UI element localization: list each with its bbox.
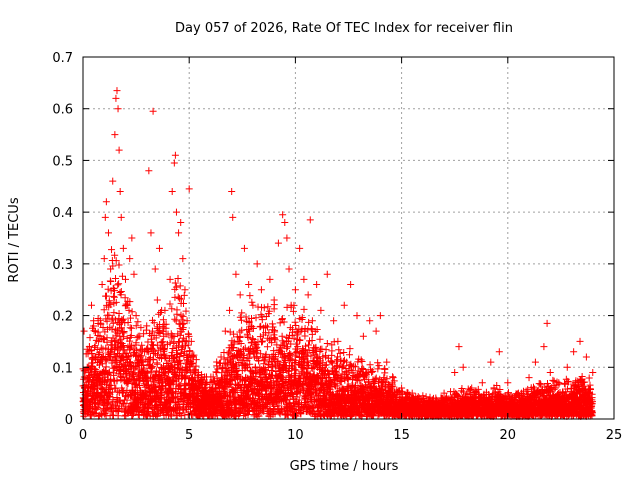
roti-point (322, 346, 330, 354)
roti-point (305, 318, 313, 326)
roti-point (94, 328, 102, 336)
roti-point (97, 319, 105, 327)
roti-point (110, 292, 118, 300)
roti-point (108, 314, 116, 322)
roti-point (328, 347, 336, 355)
roti-point (123, 396, 131, 404)
roti-point (327, 358, 335, 366)
roti-point (96, 397, 104, 405)
roti-point (103, 317, 111, 325)
roti-point (123, 387, 131, 395)
roti-point (246, 292, 254, 300)
roti-point (346, 361, 354, 369)
roti-point (114, 281, 122, 289)
roti-point (301, 332, 309, 340)
roti-point (113, 377, 121, 385)
roti-point (103, 292, 111, 300)
roti-point (381, 365, 389, 373)
roti-point (105, 297, 113, 305)
roti-point (107, 375, 115, 383)
roti-point (86, 334, 94, 342)
roti-point (110, 309, 118, 317)
roti-point (174, 338, 182, 346)
roti-point (112, 298, 120, 306)
roti-point (115, 364, 123, 372)
roti-point (118, 272, 126, 280)
data-points (79, 87, 597, 420)
roti-point (91, 342, 99, 350)
roti-point (107, 381, 115, 389)
roti-point (117, 324, 125, 332)
roti-point (120, 328, 128, 336)
roti-point (109, 411, 117, 419)
roti-point (113, 394, 121, 402)
roti-point (108, 246, 116, 254)
roti-point (107, 278, 115, 286)
roti-point (96, 361, 104, 369)
roti-point (90, 385, 98, 393)
roti-point (99, 360, 107, 368)
roti-point (98, 411, 106, 419)
roti-point (124, 319, 132, 327)
roti-point (100, 306, 108, 314)
roti-point (115, 261, 123, 269)
roti-point (102, 356, 110, 364)
roti-point (105, 311, 113, 319)
roti-point (108, 388, 116, 396)
roti-point (94, 403, 102, 411)
roti-point (111, 287, 119, 295)
chart-title: Day 057 of 2026, Rate Of TEC Index for r… (175, 21, 513, 36)
roti-point (108, 407, 116, 415)
roti-point (119, 315, 127, 323)
roti-point (112, 354, 120, 362)
roti-point (323, 340, 331, 348)
roti-point (242, 313, 250, 321)
roti-point (168, 305, 176, 313)
roti-point (90, 327, 98, 335)
roti-point (346, 345, 354, 353)
roti-point (112, 257, 120, 265)
roti-point (112, 274, 120, 282)
roti-point (107, 301, 115, 309)
roti-point (248, 298, 256, 306)
roti-point (96, 349, 104, 357)
roti-point (126, 333, 134, 341)
roti-point (120, 342, 128, 350)
roti-point (116, 332, 124, 340)
roti-point (119, 399, 127, 407)
roti-point (99, 323, 107, 331)
roti-point (108, 325, 116, 333)
roti-point (110, 293, 118, 301)
roti-point (256, 323, 264, 331)
roti-point (109, 398, 117, 406)
roti-point (103, 338, 111, 346)
roti-point (104, 285, 112, 293)
roti-point (125, 306, 133, 314)
roti-point (128, 308, 136, 316)
grid (83, 57, 614, 419)
roti-point (264, 303, 272, 311)
roti-point (134, 318, 142, 326)
roti-point (101, 410, 109, 418)
roti-point (176, 282, 184, 290)
roti-point (115, 309, 123, 317)
roti-point (121, 294, 129, 302)
roti-point (291, 318, 299, 326)
roti-point (313, 326, 321, 334)
roti-point (166, 300, 174, 308)
roti-point (115, 280, 123, 288)
roti-point (102, 363, 110, 371)
roti-point (238, 326, 246, 334)
roti-point (120, 400, 128, 408)
roti-point (300, 305, 308, 313)
roti-point (308, 330, 316, 338)
roti-point (263, 343, 271, 351)
roti-point (316, 335, 324, 343)
roti-point (117, 288, 125, 296)
roti-point (173, 306, 181, 314)
roti-point (111, 251, 119, 259)
